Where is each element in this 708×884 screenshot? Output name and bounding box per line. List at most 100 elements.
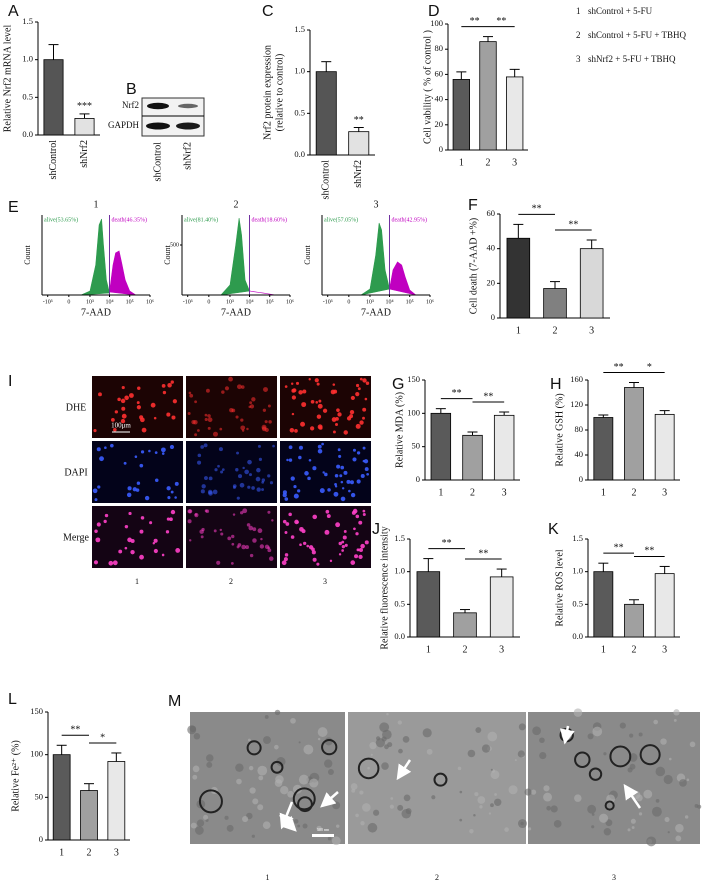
cell-dot xyxy=(294,428,298,433)
cell-dot xyxy=(148,449,151,453)
cell-dot xyxy=(166,412,171,417)
x-tick-label: 0 xyxy=(67,299,70,305)
cell-dot xyxy=(337,448,341,452)
x-tick-label: 10⁴ xyxy=(105,299,113,305)
tem-texture xyxy=(224,815,229,820)
tem-texture xyxy=(375,738,386,748)
cell-dot xyxy=(231,408,236,413)
tem-texture xyxy=(539,751,547,760)
x-tick-label: 1 xyxy=(601,487,606,498)
legend-key: 3 xyxy=(576,54,581,64)
cell-dot xyxy=(134,455,138,458)
cell-dot xyxy=(288,445,293,450)
cell-dot xyxy=(248,525,254,531)
bar xyxy=(80,790,98,841)
panel-letter: F xyxy=(468,197,478,214)
micrograph-column-label: 3 xyxy=(323,577,327,586)
cell-dot xyxy=(166,517,170,521)
cell-dot xyxy=(304,471,309,476)
cell-dot xyxy=(121,385,125,390)
x-tick-label: 1 xyxy=(438,487,443,498)
cell-dot xyxy=(217,464,220,468)
cell-dot xyxy=(264,420,268,424)
cell-dot xyxy=(283,557,288,562)
tem-texture xyxy=(474,792,479,797)
cell-dot xyxy=(348,489,351,493)
cell-dot xyxy=(204,417,208,422)
cell-dot xyxy=(272,444,275,448)
cell-dot xyxy=(153,538,158,543)
y-tick-label: 0 xyxy=(491,312,495,322)
tem-texture xyxy=(276,757,286,767)
cell-dot xyxy=(360,543,365,549)
cell-dot xyxy=(352,448,356,452)
x-tick-label: 10³ xyxy=(226,299,234,305)
cell-dot xyxy=(121,406,126,411)
plot-title: 1 xyxy=(94,199,99,210)
tem-texture xyxy=(398,748,403,754)
micrograph-column-label: 1 xyxy=(135,577,139,586)
tem-texture xyxy=(379,722,390,733)
bar xyxy=(493,414,515,481)
cell-dot xyxy=(232,513,236,516)
tem-texture xyxy=(317,737,321,741)
tem-texture xyxy=(592,726,603,737)
cell-dot xyxy=(350,560,356,565)
cell-dot xyxy=(344,543,348,547)
blot-row-label: GAPDH xyxy=(108,120,140,130)
significance: ** xyxy=(470,16,480,27)
cell-dot xyxy=(261,478,266,482)
cell-dot xyxy=(140,450,145,454)
tem-texture xyxy=(290,717,296,724)
y-tick-label: 1.5 xyxy=(294,24,305,34)
cell-dot xyxy=(336,408,340,412)
cell-dot xyxy=(108,560,114,566)
tem-texture xyxy=(638,732,643,737)
tem-texture xyxy=(508,785,518,795)
cell-dot xyxy=(362,446,366,450)
tem-texture xyxy=(629,763,636,770)
cell-dot xyxy=(240,425,246,431)
panel-letter: D xyxy=(428,3,440,20)
blot-lane-label: shControl xyxy=(152,142,163,182)
tem-texture xyxy=(697,804,702,809)
cell-dot xyxy=(335,522,341,528)
tem-texture xyxy=(689,741,696,748)
tem-texture xyxy=(426,748,433,755)
cell-dot xyxy=(353,527,356,531)
cell-dot xyxy=(237,543,242,547)
tem-texture xyxy=(673,718,677,722)
cell-dot xyxy=(325,509,330,514)
cell-dot xyxy=(314,378,319,383)
cell-dot xyxy=(212,489,218,495)
cell-dot xyxy=(114,410,119,414)
cell-dot xyxy=(194,513,198,516)
tem-texture xyxy=(336,824,340,828)
y-axis-label: Relative GSH (%) xyxy=(554,393,565,466)
cell-dot xyxy=(117,397,121,402)
tem-texture xyxy=(324,759,333,768)
panel-letter: H xyxy=(550,376,562,393)
y-axis-label: Count xyxy=(303,244,312,264)
cell-dot xyxy=(120,398,126,404)
cell-dot xyxy=(350,395,355,401)
x-axis-label: 7-AAD xyxy=(81,307,111,318)
tem-texture xyxy=(389,804,394,809)
tem-texture xyxy=(587,804,597,814)
x-tick-label: 2 xyxy=(87,847,92,858)
cell-dot xyxy=(332,430,336,434)
cell-dot xyxy=(343,530,347,533)
x-axis-label: 7-AAD xyxy=(361,307,391,318)
x-tick-label: 10⁴ xyxy=(245,299,253,305)
y-tick-label: 1.5 xyxy=(394,533,405,543)
cell-dot xyxy=(130,549,135,555)
micrograph xyxy=(92,441,183,503)
cell-dot xyxy=(362,378,367,383)
blot-band xyxy=(147,102,169,110)
tem-texture xyxy=(287,790,294,798)
tem-texture xyxy=(543,785,550,792)
cell-dot xyxy=(249,401,253,405)
tem-scale-bar xyxy=(312,834,334,837)
y-axis-label: Relative MDA (%) xyxy=(394,392,405,468)
y-tick-label: 150 xyxy=(407,374,420,384)
